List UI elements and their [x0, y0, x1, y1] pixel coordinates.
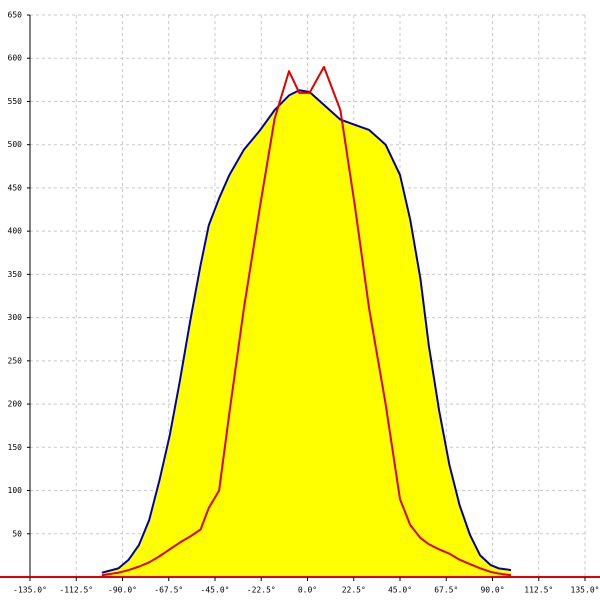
y-tick-label: 200 — [8, 400, 23, 409]
y-tick-label: 250 — [8, 356, 23, 365]
y-tick-label: 650 — [8, 11, 23, 20]
x-tick-label: -67.5° — [154, 586, 183, 595]
x-tick-label: -45.0° — [201, 586, 230, 595]
y-tick-label: 400 — [8, 227, 23, 236]
y-tick-label: 500 — [8, 140, 23, 149]
y-tick-label: 600 — [8, 54, 23, 63]
line — [101, 65, 512, 577]
y-tick-label: 350 — [8, 270, 23, 279]
tick-labels: 50 100 150 200 250 300 350 400 450 500 550 600 650 -1… — [8, 11, 600, 595]
area — [101, 90, 511, 578]
plot — [101, 65, 512, 578]
x-tick-label: 135.0° — [571, 586, 600, 595]
y-tick-label: 550 — [8, 97, 23, 106]
x-tick-label: -90.0° — [108, 586, 137, 595]
y-tick-label: 450 — [8, 183, 23, 192]
x-tick-label: -135.0° — [13, 586, 47, 595]
x-tick-label: 112.5° — [524, 586, 553, 595]
x-tick-label: 90.0° — [480, 586, 504, 595]
y-tick-label: 150 — [8, 443, 23, 452]
y-tick-label: 100 — [8, 486, 23, 495]
x-tick-label: 22.5° — [342, 586, 366, 595]
y-tick-label: 300 — [8, 313, 23, 322]
x-tick-label: 0.0° — [298, 586, 317, 595]
x-tick-label: -22.5° — [247, 586, 276, 595]
line — [101, 89, 512, 574]
x-tick-label: 67.5° — [434, 586, 458, 595]
x-tick-label: 45.0° — [388, 586, 412, 595]
y-tick-label: 50 — [12, 529, 22, 538]
x-tick-label: -112.5° — [59, 586, 93, 595]
